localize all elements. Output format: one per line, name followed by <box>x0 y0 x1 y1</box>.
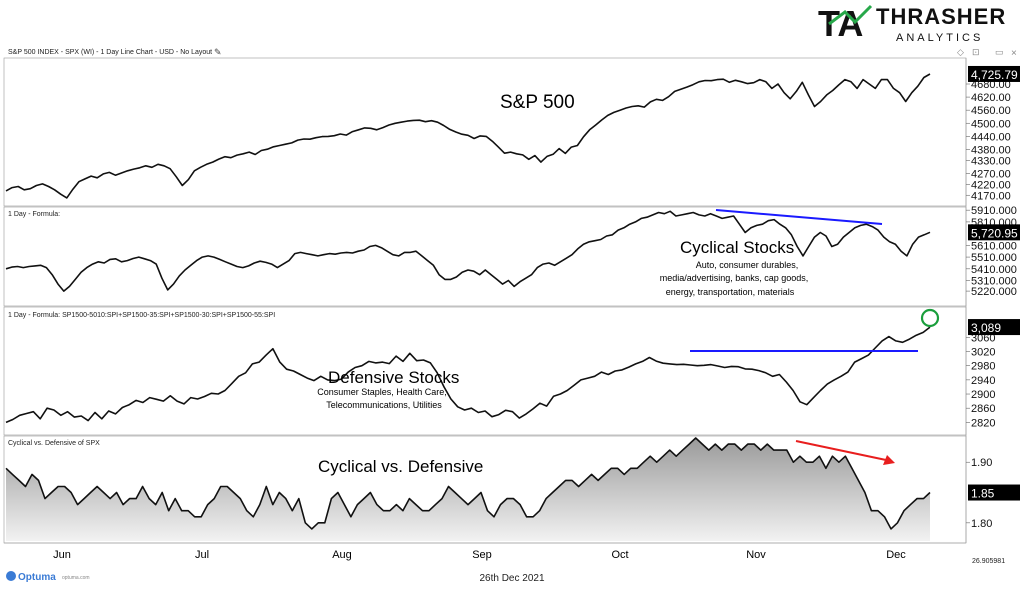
series-lines <box>5 73 931 530</box>
defensive-highlight-circle <box>920 308 940 328</box>
last-value-spx: 4,725.79 <box>971 68 1018 82</box>
last-value-box-ratio <box>968 484 1020 501</box>
last-value-box-cyclical <box>968 224 1020 241</box>
close-icon[interactable]: × <box>1011 48 1017 59</box>
ratio-arrow-head-icon <box>883 455 895 465</box>
x-label-dec: Dec <box>886 549 906 561</box>
coord-readout: 26.905981 <box>972 558 1005 565</box>
ytick-label-defensive-2: 2980 <box>971 361 995 373</box>
ratio-down-arrow-line <box>795 440 887 461</box>
last-value-defensive: 3,089 <box>971 321 1001 335</box>
ratio-area-fill <box>6 438 930 541</box>
ytick-label-cyclical-0: 5910.000 <box>971 205 1017 217</box>
footer-optuma: Optuma <box>18 572 56 583</box>
ytick-label-spx-3: 4500.00 <box>971 118 1011 130</box>
brand-name: THRASHER <box>876 4 1006 29</box>
area-fill-ratio <box>6 438 930 541</box>
ytick-label-defensive-0: 3060 <box>971 332 995 344</box>
logo-letters: TA <box>818 3 863 44</box>
defensive-note-1: Consumer Staples, Health Care, <box>317 387 447 397</box>
ytick-label-ratio-1: 1.80 <box>971 518 992 530</box>
panel-label-cyclical: 1 Day - Formula: <box>8 211 60 218</box>
y-axis-ticks: 4680.004620.004560.004500.004440.004380.… <box>966 79 1017 530</box>
ytick-label-cyclical-6: 5220.000 <box>971 286 1017 298</box>
x-label-jun: Jun <box>53 549 71 561</box>
panel-label-defensive: 1 Day - Formula: SP1500-5010:SPI+SP1500-… <box>8 312 275 319</box>
last-value-box-defensive <box>968 319 1020 336</box>
ytick-label-cyclical-3: 5510.000 <box>971 252 1017 264</box>
cyclical-trendline <box>715 209 883 225</box>
cyclical-note-2: media/advertising, banks, cap goods, <box>660 273 809 283</box>
ytick-label-spx-6: 4330.00 <box>971 155 1011 167</box>
ytick-label-defensive-5: 2860 <box>971 403 995 415</box>
ytick-label-spx-4: 4440.00 <box>971 131 1011 143</box>
edit-icon[interactable]: ✎ <box>214 47 222 57</box>
window-icon[interactable]: ▭ <box>995 47 1004 57</box>
brand-sub: ANALYTICS <box>896 32 983 44</box>
footer-site: optuma.com <box>62 575 90 581</box>
defensive-note-2: Telecommunications, Utilities <box>326 400 442 410</box>
last-value-box-spx <box>968 65 1020 82</box>
title-spx: S&P 500 <box>500 92 575 113</box>
x-label-aug: Aug <box>332 549 352 561</box>
x-label-oct: Oct <box>611 549 628 561</box>
last-value-ratio: 1.85 <box>971 487 995 501</box>
ytick-label-defensive-3: 2940 <box>971 375 995 387</box>
cyclical-note-3: energy, transportation, materials <box>666 287 795 297</box>
x-axis: Jun Jul Aug Sep Oct Nov Dec <box>53 549 906 561</box>
logo-trend-icon <box>828 4 873 26</box>
cyclical-note-1: Auto, consumer durables, <box>696 260 799 270</box>
ytick-label-cyclical-4: 5410.000 <box>971 264 1017 276</box>
ytick-label-defensive-4: 2900 <box>971 389 995 401</box>
optuma-logo-icon <box>6 571 16 581</box>
ytick-label-spx-5: 4380.00 <box>971 144 1011 156</box>
ytick-label-defensive-6: 2820 <box>971 417 995 429</box>
panel-frame-spx <box>3 57 967 207</box>
last-value-cyclical: 5,720.95 <box>971 226 1018 240</box>
diamond-icon[interactable]: ◇ <box>957 47 964 57</box>
series-line-ratio <box>5 437 931 530</box>
ytick-label-spx-2: 4560.00 <box>971 105 1011 117</box>
pin-icon[interactable]: ⊡ <box>972 47 980 57</box>
x-label-jul: Jul <box>195 549 209 561</box>
panel-label-ratio: Cyclical vs. Defensive of SPX <box>8 440 100 447</box>
title-ratio: Cyclical vs. Defensive <box>318 457 483 476</box>
ytick-label-ratio-0: 1.90 <box>971 457 992 469</box>
ytick-label-cyclical-5: 5310.000 <box>971 276 1017 288</box>
panel-frame-cyclical <box>3 206 967 307</box>
ytick-label-spx-7: 4270.00 <box>971 168 1011 180</box>
brand-logo: TA THRASHER ANALYTICS <box>818 3 1006 44</box>
chart-header-title: S&P 500 INDEX - SPX (WI) - 1 Day Line Ch… <box>8 49 212 56</box>
ytick-label-spx-0: 4680.00 <box>971 79 1011 91</box>
ytick-label-spx-1: 4620.00 <box>971 92 1011 104</box>
series-line-cyclical <box>5 210 931 292</box>
ytick-label-cyclical-2: 5610.000 <box>971 240 1017 252</box>
title-cyclical: Cyclical Stocks <box>680 238 794 257</box>
panel-frame-defensive <box>3 306 967 436</box>
title-defensive: Defensive Stocks <box>328 368 459 387</box>
series-line-spx <box>5 73 931 199</box>
ytick-label-spx-9: 4170.00 <box>971 190 1011 202</box>
last-value-tags: 4,725.79 5,720.95 3,089 1.85 <box>968 65 1020 501</box>
footer-date: 26th Dec 2021 <box>479 573 544 584</box>
ytick-label-spx-8: 4220.00 <box>971 179 1011 191</box>
ytick-label-defensive-1: 3020 <box>971 347 995 359</box>
x-label-sep: Sep <box>472 549 492 561</box>
x-label-nov: Nov <box>746 549 766 561</box>
series-line-defensive <box>5 326 931 424</box>
